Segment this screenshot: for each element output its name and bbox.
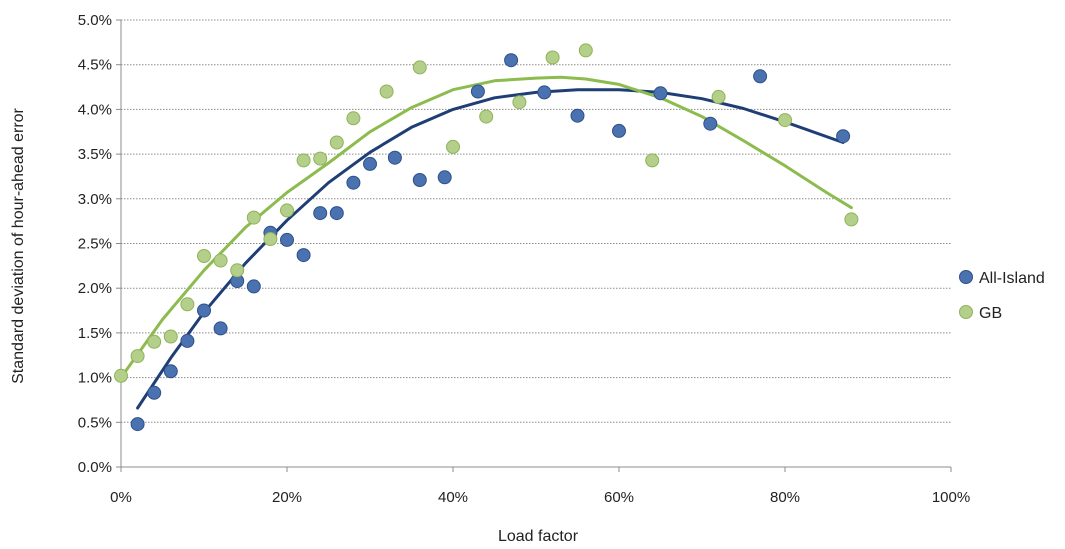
data-point-gb [114, 368, 128, 383]
trendlines [119, 75, 853, 410]
data-point-all-island [246, 279, 261, 294]
data-point-gb [844, 212, 859, 227]
data-point-gb [280, 203, 294, 218]
data-point-gb [246, 210, 261, 225]
data-point-all-island [504, 53, 519, 68]
data-point-gb [213, 253, 228, 268]
x-tick-label: 60% [604, 489, 634, 506]
legend-marker [959, 305, 973, 319]
x-tick-label: 100% [932, 489, 970, 506]
data-point-all-island [163, 364, 178, 379]
y-tick-label: 2.0% [78, 280, 112, 297]
y-tick-label: 4.0% [78, 101, 112, 118]
y-axis-title: Standard deviation of hour-ahead error [10, 107, 27, 383]
data-markers [114, 43, 859, 432]
data-point-all-island [836, 129, 851, 144]
axes [116, 19, 952, 472]
y-tick-label: 4.5% [78, 57, 112, 74]
x-tick-label: 40% [438, 489, 468, 506]
data-point-all-island [363, 156, 377, 171]
data-point-all-island [570, 108, 585, 123]
data-point-all-island [346, 175, 361, 190]
gridlines [121, 19, 951, 423]
legend: All-Island GB [959, 270, 1045, 322]
legend-marker [959, 270, 973, 284]
data-point-gb [545, 50, 560, 65]
data-point-all-island [412, 173, 427, 187]
y-tick-label: 3.5% [78, 146, 112, 163]
data-point-gb [578, 43, 593, 58]
data-point-all-island [537, 85, 552, 100]
data-point-all-island [653, 86, 668, 101]
y-tick-label: 1.5% [78, 325, 112, 342]
data-point-gb [711, 89, 726, 104]
y-tick-label: 3.0% [78, 191, 112, 208]
y-tick-label: 5.0% [78, 12, 112, 29]
data-point-all-island [753, 69, 768, 84]
data-point-gb [263, 232, 278, 246]
data-point-all-island [213, 321, 228, 336]
data-point-all-island [470, 84, 485, 99]
data-point-all-island [612, 123, 626, 138]
legend-label: All-Island [979, 270, 1045, 287]
y-tick-label: 2.5% [78, 236, 112, 253]
data-point-all-island [703, 116, 718, 131]
data-point-gb [130, 349, 145, 364]
data-point-gb [163, 329, 178, 344]
data-point-gb [230, 263, 245, 278]
y-tick-label: 1.0% [78, 370, 112, 387]
data-point-gb [296, 153, 311, 168]
data-point-all-island [130, 417, 145, 432]
data-point-gb [313, 151, 328, 166]
data-point-gb [180, 297, 195, 312]
data-point-gb [479, 109, 494, 124]
x-tick-label: 20% [272, 489, 302, 506]
data-point-gb [147, 334, 162, 349]
data-point-all-island [437, 170, 452, 185]
data-point-gb [379, 84, 394, 99]
data-point-all-island [197, 303, 211, 318]
data-point-all-island [329, 206, 344, 221]
legend-label: GB [979, 305, 1002, 322]
data-point-gb [446, 139, 460, 154]
x-tick-label: 0% [110, 489, 132, 506]
data-point-gb [778, 113, 792, 128]
data-point-all-island [147, 385, 162, 400]
data-point-all-island [387, 150, 402, 165]
data-point-gb [197, 249, 211, 263]
data-point-gb [346, 111, 361, 126]
data-point-gb [329, 135, 344, 150]
data-point-all-island [313, 206, 328, 221]
data-point-gb [645, 153, 660, 168]
data-point-gb [512, 95, 527, 110]
data-point-all-island [296, 248, 311, 263]
tick-labels: 0.0% 0.5% 1.0% 1.5% 2.0% 2.5% 3.0% 3.5% 4.0% 4.5%… [78, 12, 970, 506]
x-axis-title: Load factor [498, 528, 579, 545]
y-tick-label: 0.0% [78, 459, 112, 476]
data-point-gb [412, 60, 427, 75]
x-tick-label: 80% [770, 489, 800, 506]
data-point-all-island [180, 333, 195, 348]
data-point-all-island [280, 232, 294, 247]
y-tick-label: 0.5% [78, 414, 112, 431]
